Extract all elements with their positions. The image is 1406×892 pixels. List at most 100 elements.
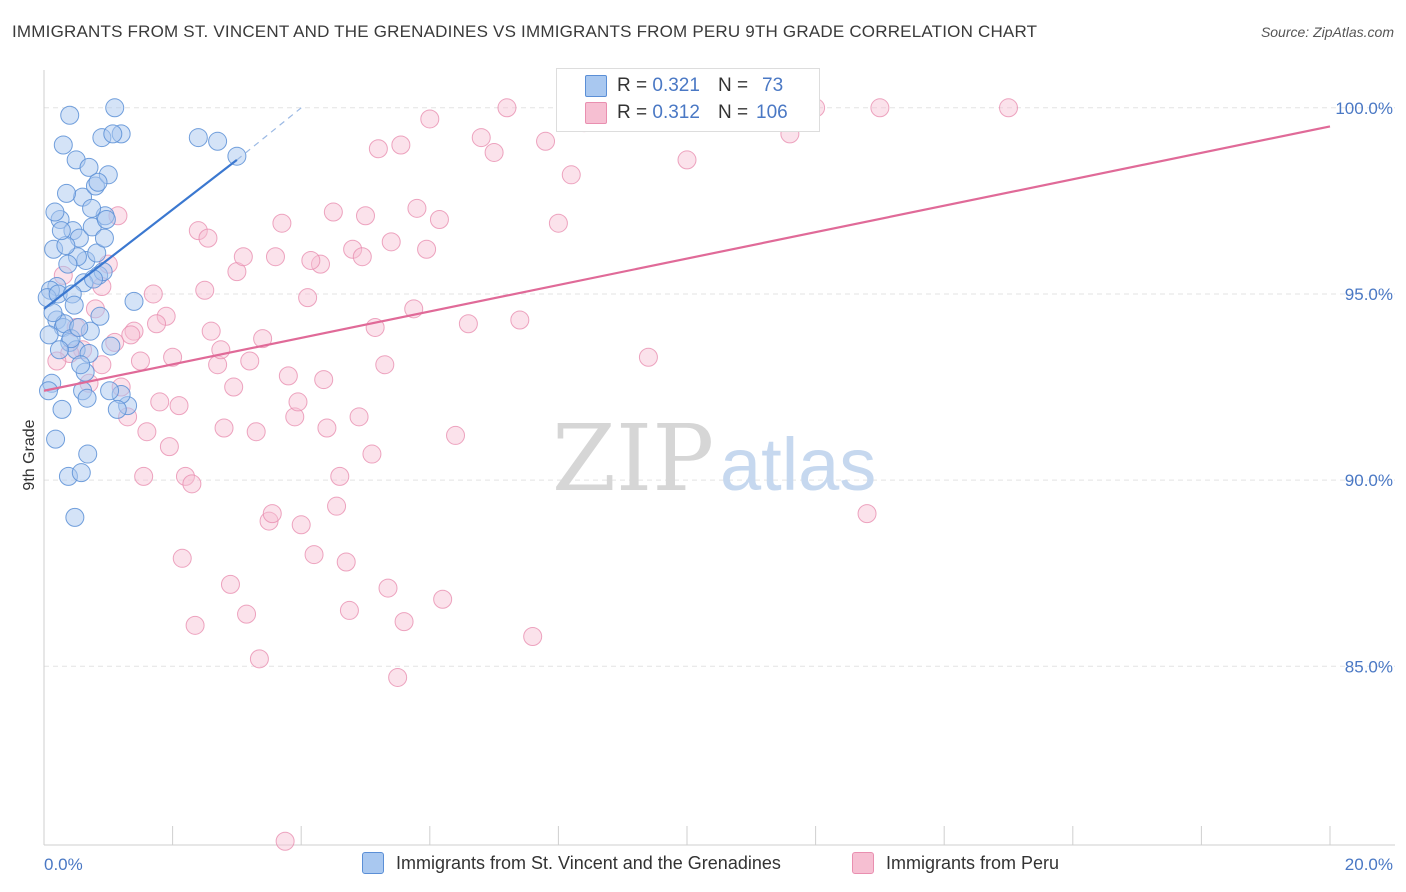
point-peru [548, 213, 568, 233]
trend-lines [43, 107, 1331, 392]
point-stvincent [94, 228, 114, 248]
point-peru [870, 98, 890, 118]
point-peru [429, 209, 449, 229]
point-peru [233, 247, 253, 267]
point-stvincent [46, 429, 66, 449]
point-peru [159, 437, 179, 457]
point-peru [246, 422, 266, 442]
point-peru [278, 366, 298, 386]
tick-labels: 85.0% 90.0% 95.0% 100.0% 0.0% 20.0% [44, 99, 1393, 874]
point-peru [172, 548, 192, 568]
legend-swatch-pink [585, 102, 607, 124]
watermark-zip: ZIP [552, 405, 714, 512]
point-peru [285, 407, 305, 427]
point-peru [677, 150, 697, 170]
point-stvincent [45, 202, 65, 222]
point-peru [214, 418, 234, 438]
point-stvincent [105, 98, 125, 118]
legend-label: Immigrants from St. Vincent and the Gren… [396, 852, 781, 873]
point-peru [220, 574, 240, 594]
point-peru [143, 284, 163, 304]
point-peru [124, 321, 144, 341]
y-tick-label: 100.0% [1335, 99, 1393, 118]
point-peru [446, 425, 466, 445]
point-peru [523, 626, 543, 646]
point-stvincent [43, 303, 63, 323]
point-stvincent [96, 209, 116, 229]
point-stvincent [65, 507, 85, 527]
point-peru [368, 139, 388, 159]
trendline-peru [43, 125, 1331, 392]
point-peru [195, 280, 215, 300]
point-stvincent [90, 306, 110, 326]
point-stvincent [87, 243, 107, 263]
point-peru [182, 474, 202, 494]
n-label: N = [717, 75, 749, 96]
point-peru [275, 831, 295, 851]
point-stvincent [124, 291, 144, 311]
point-peru [420, 109, 440, 129]
point-peru [201, 321, 221, 341]
n-label: N = [717, 102, 749, 123]
point-peru [185, 615, 205, 635]
point-peru [536, 131, 556, 151]
point-stvincent [64, 295, 84, 315]
series-legend: Immigrants from St. Vincent and the Gren… [0, 850, 1406, 878]
point-peru [317, 418, 337, 438]
point-peru [304, 545, 324, 565]
point-peru [291, 515, 311, 535]
legend-swatch-blue [362, 852, 384, 874]
point-stvincent [52, 399, 72, 419]
x-tick-label: 0.0% [44, 855, 83, 874]
point-stvincent [71, 463, 91, 483]
point-peru [327, 496, 347, 516]
point-stvincent [71, 355, 91, 375]
point-stvincent [79, 157, 99, 177]
point-peru [323, 202, 343, 222]
series-stvincent-points [37, 98, 247, 527]
point-stvincent [101, 336, 121, 356]
point-stvincent [77, 388, 97, 408]
legend-item-stvincent[interactable]: Immigrants from St. Vincent and the Gren… [362, 852, 781, 874]
y-axis-label: 9th Grade [21, 419, 38, 490]
point-peru [150, 392, 170, 412]
point-peru [272, 213, 292, 233]
point-peru [352, 247, 372, 267]
legend-swatch-pink [852, 852, 874, 874]
point-peru [561, 165, 581, 185]
point-peru [237, 604, 257, 624]
r-label: R = [617, 75, 648, 96]
watermark-atlas: atlas [720, 423, 876, 506]
point-peru [343, 239, 363, 259]
legend-row-stvincent: R = 0.321 N = 73 [585, 74, 783, 98]
y-tick-label: 90.0% [1345, 471, 1393, 490]
point-peru [362, 444, 382, 464]
point-peru [999, 98, 1018, 118]
legend-item-peru[interactable]: Immigrants from Peru [852, 852, 1059, 874]
point-peru [381, 232, 401, 252]
point-peru [298, 288, 318, 308]
point-peru [407, 198, 427, 218]
point-peru [484, 142, 504, 162]
point-stvincent [69, 317, 89, 337]
point-peru [265, 247, 285, 267]
point-peru [375, 355, 395, 375]
point-stvincent [57, 183, 77, 203]
point-peru [339, 600, 359, 620]
point-peru [188, 221, 208, 241]
point-stvincent [51, 221, 71, 241]
gridlines [44, 107, 1395, 667]
n-value: 106 [756, 102, 788, 123]
point-peru [497, 98, 517, 118]
point-peru [130, 351, 150, 371]
watermark: ZIP atlas [552, 405, 876, 512]
point-peru [391, 135, 411, 155]
point-peru [349, 407, 369, 427]
point-peru [394, 612, 414, 632]
r-value: 0.312 [652, 102, 700, 123]
point-peru [314, 370, 334, 390]
point-stvincent [60, 105, 80, 125]
point-peru [175, 466, 195, 486]
point-stvincent [208, 131, 228, 151]
